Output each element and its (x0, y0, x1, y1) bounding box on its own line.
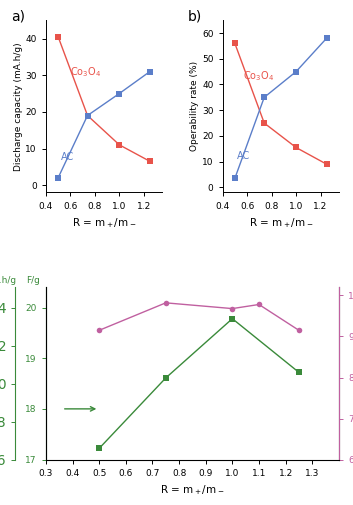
Text: F/g: F/g (26, 276, 40, 285)
Text: b): b) (188, 10, 202, 24)
Text: AC: AC (237, 151, 251, 161)
Text: a): a) (11, 10, 25, 24)
X-axis label: R = m$_+$/m$_-$: R = m$_+$/m$_-$ (160, 483, 225, 497)
Y-axis label: Discharge capacity (mA.h/g): Discharge capacity (mA.h/g) (13, 42, 23, 171)
Text: Co$_3$O$_4$: Co$_3$O$_4$ (70, 65, 102, 79)
Text: AC: AC (61, 152, 74, 162)
X-axis label: R = m$_+$/m$_-$: R = m$_+$/m$_-$ (249, 216, 313, 230)
Y-axis label: Operability rate (%): Operability rate (%) (190, 61, 199, 152)
Text: Co$_3$O$_4$: Co$_3$O$_4$ (244, 69, 275, 83)
Text: mA.h/g: mA.h/g (0, 276, 17, 285)
X-axis label: R = m$_+$/m$_-$: R = m$_+$/m$_-$ (72, 216, 136, 230)
